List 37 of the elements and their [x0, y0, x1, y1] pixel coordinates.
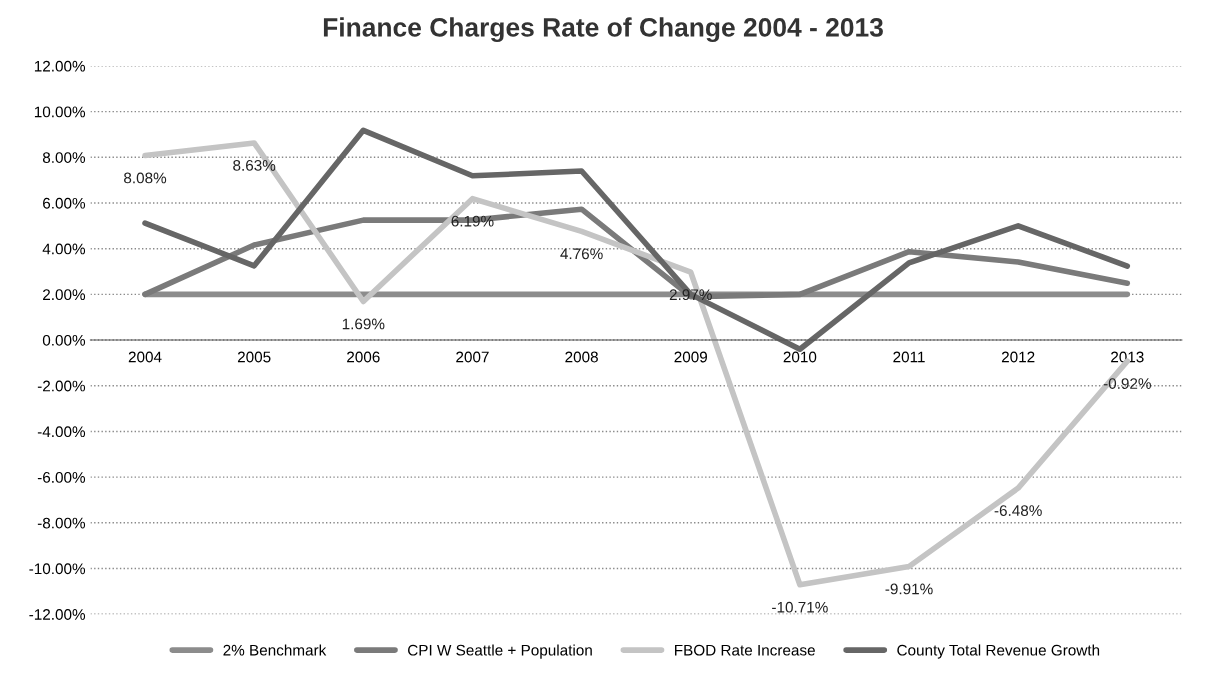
x-tick-label: 2011: [893, 351, 925, 363]
y-tick-label: -2.00%: [37, 380, 86, 392]
y-tick-label: 0.00%: [42, 334, 86, 346]
y-tick-label: 2.00%: [43, 289, 86, 301]
y-tick-label: -8.00%: [37, 517, 86, 529]
y-tick-label: -10.00%: [29, 563, 86, 575]
x-tick-label: 2013: [1111, 351, 1144, 363]
x-tick-label: 2008: [565, 351, 598, 363]
y-tick-label: 6.00%: [43, 197, 86, 209]
x-tick-label: 2010: [783, 351, 817, 363]
data-label: -0.92%: [1103, 378, 1151, 389]
y-tick-label: -6.00%: [37, 471, 86, 483]
legend-label: CPI W Seattle + Population: [408, 644, 592, 659]
y-tick-label: -12.00%: [29, 609, 86, 620]
data-label: 2.97%: [669, 289, 712, 301]
data-label: 1.69%: [342, 318, 385, 330]
y-tick-label: -4.00%: [37, 426, 86, 438]
x-tick-label: 2009: [674, 351, 708, 363]
legend-label: County Total Revenue Growth: [897, 644, 1100, 659]
data-label: 8.08%: [124, 172, 167, 184]
chart-title: Finance Charges Rate of Change 2004 - 2013: [323, 17, 883, 43]
legend-label: 2% Benchmark: [223, 644, 327, 656]
y-tick-label: 8.00%: [42, 152, 86, 163]
data-label: -10.71%: [772, 601, 828, 613]
data-label: -6.48%: [994, 505, 1042, 516]
x-tick-label: 2012: [1001, 351, 1035, 363]
data-label: -9.91%: [885, 583, 933, 595]
y-tick-label: 10.00%: [34, 106, 86, 118]
x-tick-label: 2006: [347, 351, 380, 363]
y-tick-label: 4.00%: [42, 243, 86, 255]
x-tick-label: 2004: [128, 351, 162, 363]
data-label: 4.76%: [560, 248, 603, 260]
data-label: 8.63%: [233, 159, 276, 171]
x-tick-label: 2007: [456, 351, 489, 363]
x-tick-label: 2005: [237, 351, 271, 363]
y-tick-label: 12.00%: [34, 60, 86, 72]
legend-label: FBOD Rate Increase: [675, 644, 815, 656]
